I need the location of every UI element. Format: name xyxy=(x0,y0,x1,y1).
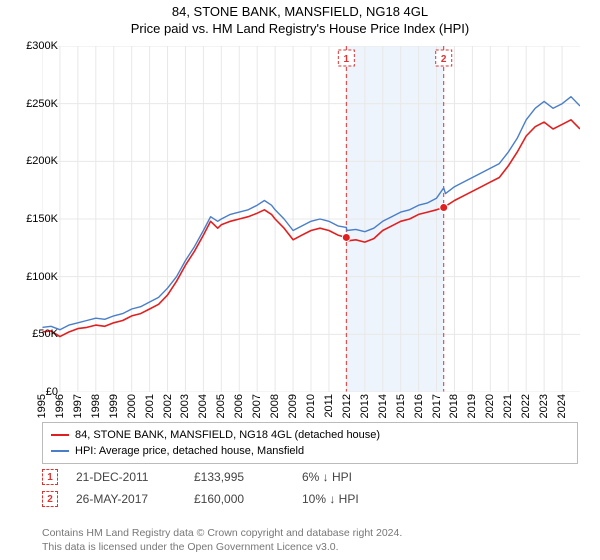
y-tick-label: £0 xyxy=(8,386,58,398)
svg-text:2: 2 xyxy=(441,54,447,65)
x-tick-label: 1997 xyxy=(72,394,84,418)
y-tick-label: £50K xyxy=(8,328,58,340)
x-tick-label: 2015 xyxy=(395,394,407,418)
svg-text:1: 1 xyxy=(344,54,350,65)
sale-table: 1 21-DEC-2011 £133,995 6% ↓ HPI 2 26-MAY-2017… xyxy=(42,466,392,510)
legend-label-price-paid: 84, STONE BANK, MANSFIELD, NG18 4GL (det… xyxy=(75,427,380,443)
x-tick-label: 2009 xyxy=(287,394,299,418)
x-tick-label: 2022 xyxy=(520,394,532,418)
y-tick-label: £200K xyxy=(8,155,58,167)
title-block: 84, STONE BANK, MANSFIELD, NG18 4GL Pric… xyxy=(0,0,600,36)
x-tick-label: 2002 xyxy=(162,394,174,418)
x-tick-label: 2006 xyxy=(233,394,245,418)
y-tick-label: £250K xyxy=(8,98,58,110)
x-tick-label: 1999 xyxy=(108,394,120,418)
x-tick-label: 2003 xyxy=(179,394,191,418)
x-tick-label: 2005 xyxy=(215,394,227,418)
x-tick-label: 1998 xyxy=(90,394,102,418)
sale-delta: 10% ↓ HPI xyxy=(302,492,392,506)
title-address: 84, STONE BANK, MANSFIELD, NG18 4GL xyxy=(0,4,600,19)
sale-row: 2 26-MAY-2017 £160,000 10% ↓ HPI xyxy=(42,488,392,510)
x-tick-label: 2008 xyxy=(269,394,281,418)
sale-price: £160,000 xyxy=(194,492,284,506)
price-chart: 12 xyxy=(42,46,580,392)
x-tick-label: 2023 xyxy=(538,394,550,418)
y-tick-label: £100K xyxy=(8,271,58,283)
title-subtitle: Price paid vs. HM Land Registry's House … xyxy=(0,21,600,36)
x-tick-label: 2004 xyxy=(197,394,209,418)
x-tick-label: 2019 xyxy=(466,394,478,418)
x-tick-label: 2000 xyxy=(126,394,138,418)
footer-attribution: Contains HM Land Registry data © Crown c… xyxy=(42,526,402,554)
legend-label-hpi: HPI: Average price, detached house, Mans… xyxy=(75,443,304,459)
footer-line2: This data is licensed under the Open Gov… xyxy=(42,540,402,554)
sale-delta: 6% ↓ HPI xyxy=(302,470,392,484)
x-tick-label: 2021 xyxy=(502,394,514,418)
x-tick-label: 2018 xyxy=(448,394,460,418)
sale-row: 1 21-DEC-2011 £133,995 6% ↓ HPI xyxy=(42,466,392,488)
x-tick-label: 2007 xyxy=(251,394,263,418)
x-tick-label: 2016 xyxy=(413,394,425,418)
x-tick-label: 2010 xyxy=(305,394,317,418)
chart-container: 84, STONE BANK, MANSFIELD, NG18 4GL Pric… xyxy=(0,0,600,560)
x-tick-label: 2017 xyxy=(431,394,443,418)
x-tick-label: 2013 xyxy=(359,394,371,418)
sale-date: 21-DEC-2011 xyxy=(76,470,176,484)
x-tick-label: 2024 xyxy=(556,394,568,418)
y-tick-label: £150K xyxy=(8,213,58,225)
legend-swatch-hpi xyxy=(51,450,69,452)
x-tick-label: 1996 xyxy=(54,394,66,418)
y-tick-label: £300K xyxy=(8,40,58,52)
legend-row-price-paid: 84, STONE BANK, MANSFIELD, NG18 4GL (det… xyxy=(51,427,569,443)
x-tick-label: 1995 xyxy=(36,394,48,418)
sale-marker-badge: 2 xyxy=(42,491,58,507)
x-tick-label: 2014 xyxy=(377,394,389,418)
legend-swatch-price-paid xyxy=(51,434,69,436)
legend-row-hpi: HPI: Average price, detached house, Mans… xyxy=(51,443,569,459)
sale-date: 26-MAY-2017 xyxy=(76,492,176,506)
sale-marker-badge: 1 xyxy=(42,469,58,485)
x-tick-label: 2012 xyxy=(341,394,353,418)
footer-line1: Contains HM Land Registry data © Crown c… xyxy=(42,526,402,540)
x-tick-label: 2011 xyxy=(323,394,335,418)
legend: 84, STONE BANK, MANSFIELD, NG18 4GL (det… xyxy=(42,422,578,464)
x-tick-label: 2001 xyxy=(144,394,156,418)
x-tick-label: 2020 xyxy=(484,394,496,418)
sale-price: £133,995 xyxy=(194,470,284,484)
